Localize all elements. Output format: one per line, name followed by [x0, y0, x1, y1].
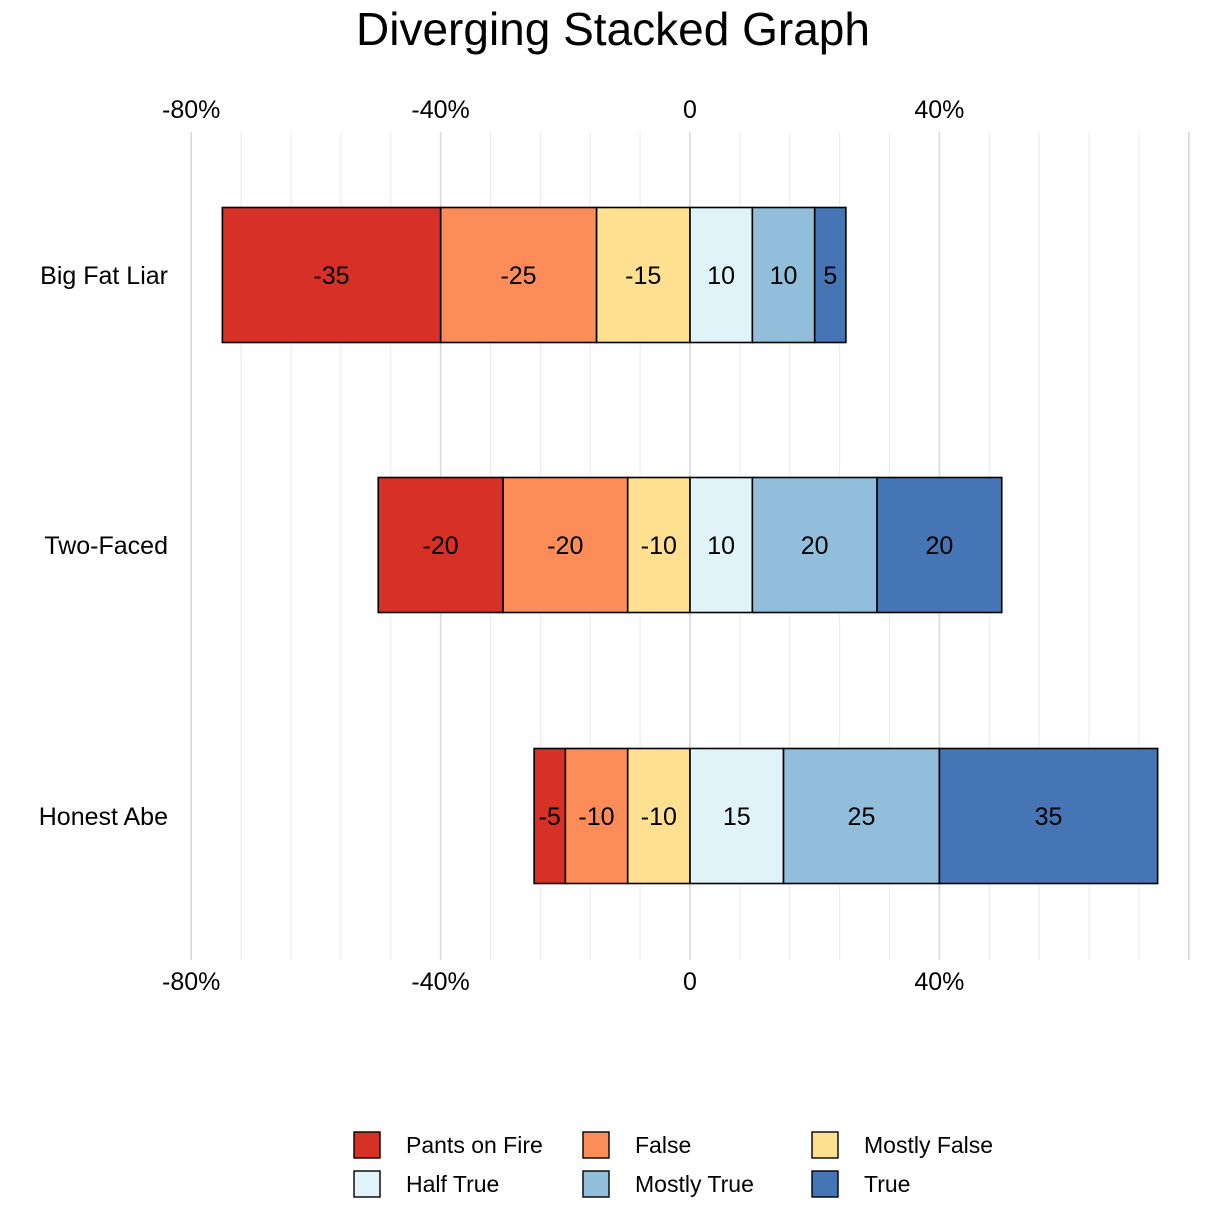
bar-value-label: -15: [625, 262, 661, 290]
x-tick-label-bottom: -80%: [162, 968, 220, 996]
bar-segment: [564, 747, 629, 885]
x-tick-label-top: -40%: [411, 96, 469, 124]
bar-value-label: -20: [547, 532, 583, 560]
bar-segment: [689, 747, 785, 885]
bar-value-label: -10: [641, 803, 677, 831]
category-label: Big Fat Liar: [40, 262, 168, 290]
bar-segment: [221, 206, 442, 344]
bar-value-label: 20: [925, 532, 953, 560]
x-axis-top: -80% -40% 0 40%: [162, 96, 964, 124]
legend-label: False: [635, 1132, 691, 1158]
bar-segment: [689, 206, 754, 344]
y-axis-labels: Big Fat Liar Two-Faced Honest Abe: [39, 262, 168, 831]
legend-label: Half True: [406, 1171, 499, 1197]
legend-swatch: [811, 1131, 839, 1159]
legend-swatch: [353, 1170, 381, 1198]
legend-label: Mostly True: [635, 1171, 754, 1197]
x-tick-label-bottom: 40%: [914, 968, 964, 996]
bar-value-label: 35: [1035, 803, 1063, 831]
bar-segment: [751, 206, 816, 344]
bar-value-label: -10: [578, 803, 614, 831]
legend-swatch: [353, 1131, 381, 1159]
bar-segment: [938, 747, 1159, 885]
bar-value-label: 20: [801, 532, 829, 560]
bar-segment: [439, 206, 598, 344]
bar-segment: [751, 476, 878, 614]
x-tick-label-top: 0: [683, 96, 697, 124]
legend-label: Mostly False: [864, 1132, 993, 1158]
bar-segment: [782, 747, 941, 885]
legend-swatch: [811, 1170, 839, 1198]
legend-swatch: [582, 1170, 610, 1198]
bar-segment: [502, 476, 629, 614]
legend-swatch: [582, 1131, 610, 1159]
bar-value-label: -20: [423, 532, 459, 560]
bar-value-label: -25: [500, 262, 536, 290]
bar-segment: [377, 476, 504, 614]
legend-label: Pants on Fire: [406, 1132, 543, 1158]
x-tick-label-bottom: 0: [683, 968, 697, 996]
bar-value-label: -10: [641, 532, 677, 560]
bar-value-label: 10: [707, 532, 735, 560]
bar-segment: [626, 747, 691, 885]
category-label: Honest Abe: [39, 803, 168, 831]
x-tick-label-top: 40%: [914, 96, 964, 124]
bar-segment: [689, 476, 754, 614]
bars: -15 -25 -35 10 10 5 -10 -20 -20 10 20 20 -10 -10 -5 15 2…: [221, 206, 1159, 885]
legend-label: True: [864, 1171, 910, 1197]
bar-segment: [876, 476, 1003, 614]
bar-segment: [813, 206, 847, 344]
bar-value-label: 25: [848, 803, 876, 831]
bar-value-label: 10: [707, 262, 735, 290]
x-tick-label-bottom: -40%: [411, 968, 469, 996]
bar-value-label: 10: [770, 262, 798, 290]
x-tick-label-top: -80%: [162, 96, 220, 124]
category-label: Two-Faced: [44, 532, 168, 560]
legend: Pants on Fire False Mostly False Half True M…: [353, 1131, 993, 1198]
bar-value-label: -35: [313, 262, 349, 290]
chart-title: Diverging Stacked Graph: [356, 3, 870, 55]
x-axis-bottom: -80% -40% 0 40%: [162, 968, 964, 996]
bar-value-label: 5: [823, 262, 837, 290]
bar-value-label: -5: [539, 803, 561, 831]
bar-value-label: 15: [723, 803, 751, 831]
bar-segment: [533, 747, 567, 885]
